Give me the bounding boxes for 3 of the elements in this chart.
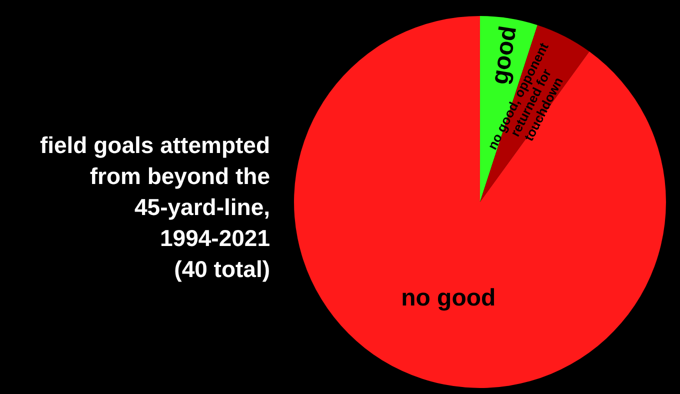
- slice-label: no good: [401, 284, 496, 312]
- pie-slice: [294, 16, 666, 388]
- text: field goals attempted from beyond the 45-yard-line, 1994-2021 (40 total): [38, 131, 270, 284]
